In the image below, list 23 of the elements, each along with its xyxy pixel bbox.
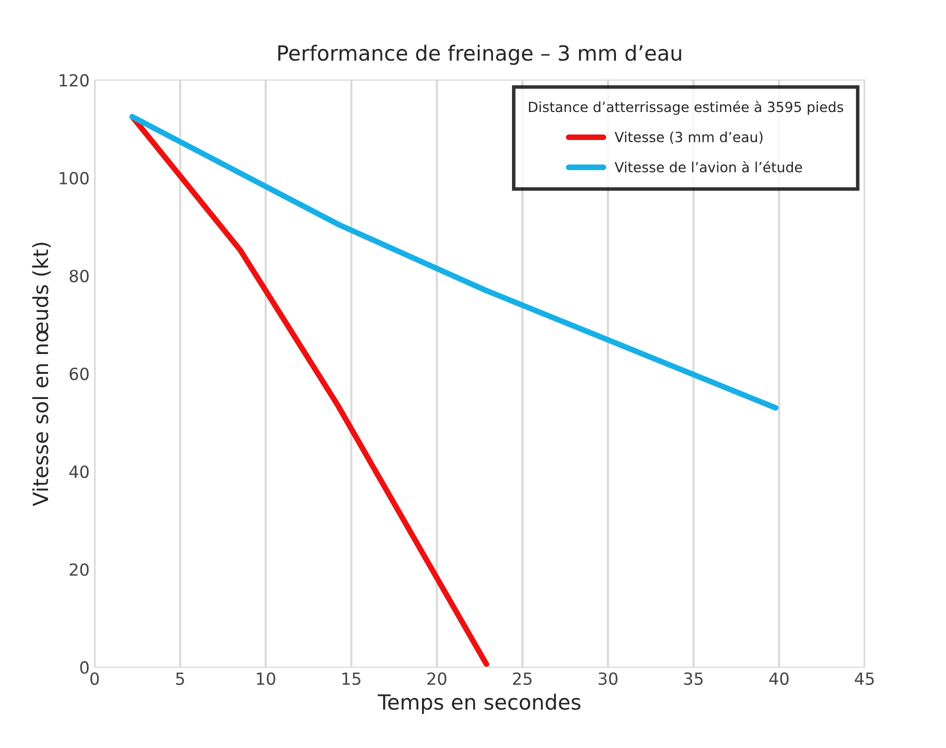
y-tick-label: 60 (70, 368, 89, 380)
x-tick-label: 15 (342, 672, 360, 685)
x-tick-label: 25 (513, 672, 532, 685)
chart-title: Performance de freinage – 3 mm d’eau (278, 44, 682, 65)
legend-label: Vitesse de l’avion à l’étude (614, 161, 802, 172)
x-tick-label: 40 (769, 672, 789, 685)
x-tick-label: 45 (854, 672, 874, 685)
x-tick-label: 30 (598, 672, 618, 685)
y-tick-label: 20 (70, 563, 89, 576)
y-tick-label: 0 (80, 661, 89, 674)
x-tick-label: 35 (684, 672, 703, 685)
y-tick-label: 120 (60, 74, 89, 87)
x-tick-label: 20 (427, 672, 446, 685)
legend-label: Vitesse (3 mm d’eau) (614, 132, 762, 144)
x-tick-label: 10 (256, 672, 276, 685)
x-tick-label: 0 (90, 672, 99, 685)
y-tick-label: 40 (69, 465, 89, 478)
legend-title: Distance d’atterrissage estimée à 3595 pieds (528, 100, 844, 115)
y-tick-label: 80 (70, 270, 89, 282)
y-tick-label: 100 (60, 172, 89, 184)
x-axis-title: Temps en secondes (378, 694, 580, 714)
y-axis-title: Vitesse sol en nœuds (kt) (32, 242, 51, 506)
x-tick-label: 5 (176, 672, 184, 685)
